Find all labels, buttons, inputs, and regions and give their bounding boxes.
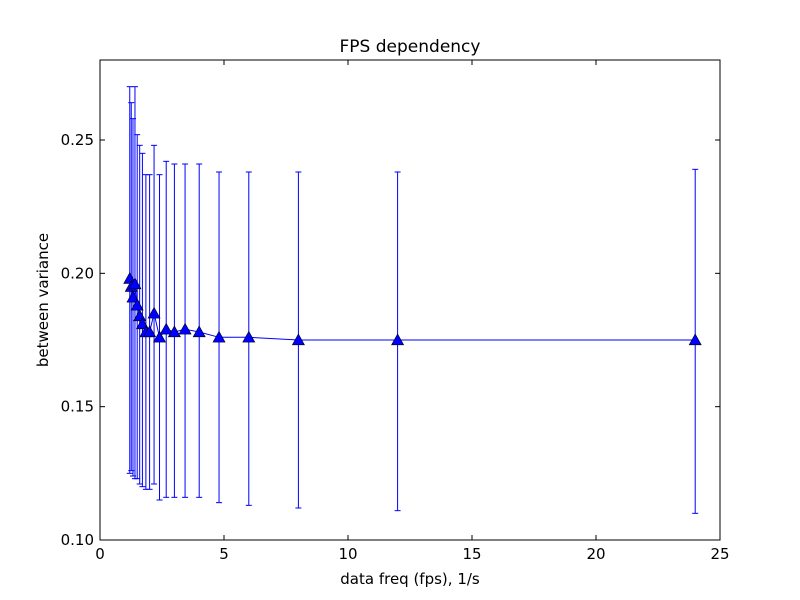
data-point	[159, 322, 173, 335]
data-point	[178, 322, 192, 335]
x-tick-label: 20	[586, 545, 605, 563]
x-tick-label: 10	[338, 545, 357, 563]
data-point	[147, 306, 161, 319]
data-point	[291, 333, 305, 346]
data-point	[126, 290, 140, 303]
data-point	[128, 277, 142, 290]
y-tick-label: 0.15	[61, 398, 94, 416]
y-tick-label: 0.10	[61, 531, 94, 549]
data-point	[167, 325, 181, 338]
error-bars	[126, 86, 699, 514]
chart-title: FPS dependency	[340, 37, 481, 57]
axis-ticks: 0 5 10 15 20 25 0.10 0.15 0.20 0.25	[61, 60, 730, 563]
y-tick-label: 0.25	[61, 131, 94, 149]
data-point	[130, 298, 144, 311]
x-axis-label: data freq (fps), 1/s	[340, 570, 480, 588]
data-point	[192, 325, 206, 338]
data-point	[143, 325, 157, 338]
data-point	[135, 317, 149, 330]
data-point	[688, 333, 702, 346]
x-tick-label: 25	[710, 545, 729, 563]
data-point	[391, 333, 405, 346]
x-tick-label: 0	[95, 545, 105, 563]
data-point	[212, 330, 226, 343]
plot-area-frame	[99, 59, 721, 541]
data-point	[153, 330, 167, 343]
y-axis-label: between variance	[34, 233, 52, 367]
x-tick-label: 15	[462, 545, 481, 563]
data-point	[242, 330, 256, 343]
y-tick-label: 0.20	[61, 264, 94, 282]
data-markers	[123, 272, 702, 346]
x-tick-label: 5	[219, 545, 229, 563]
